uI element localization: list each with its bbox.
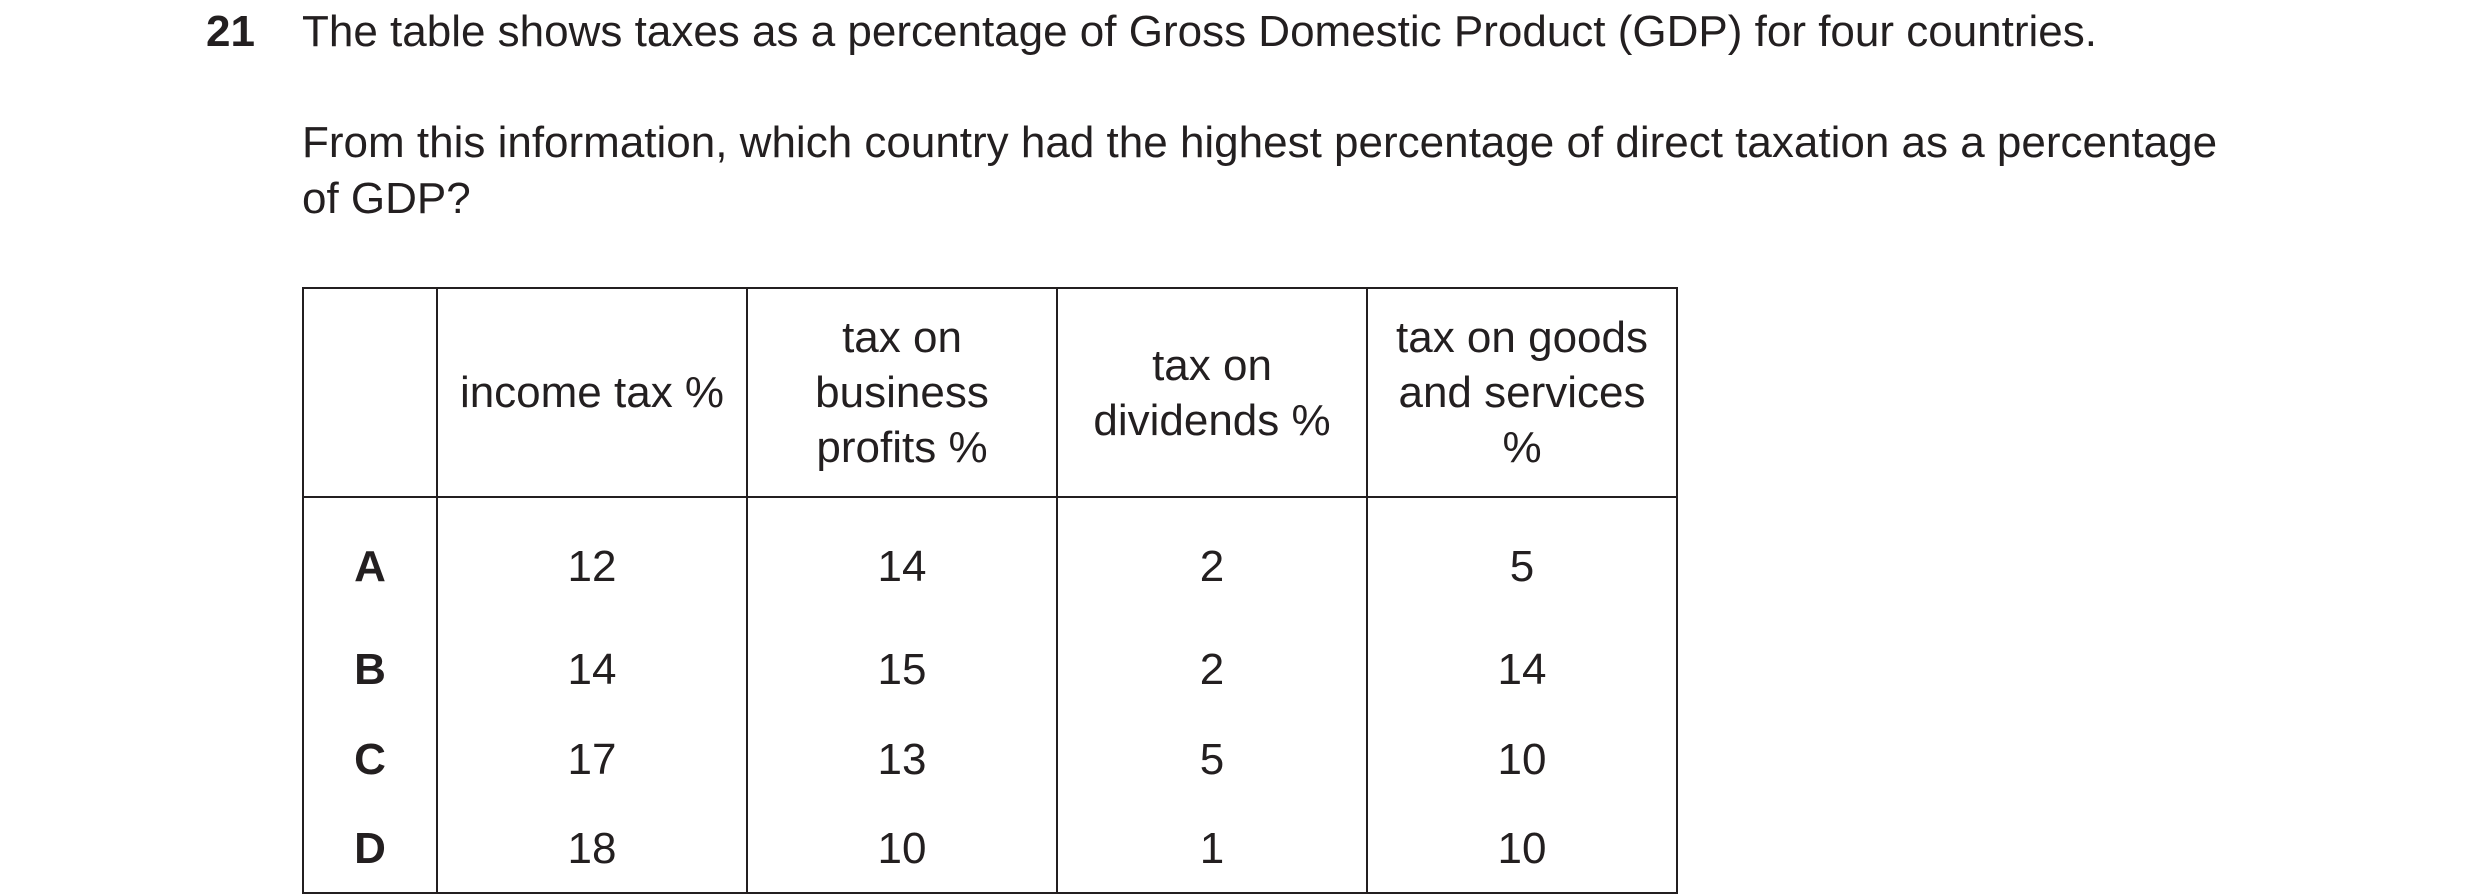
header-row: income tax % tax on business profits % t… bbox=[302, 287, 1678, 498]
income-tax-cell: 14 bbox=[436, 624, 748, 714]
header-dividends-line-1: tax on bbox=[1152, 340, 1272, 390]
header-goods-services-line-2: and services bbox=[1398, 368, 1646, 417]
question-text-line-2: of GDP? bbox=[302, 174, 471, 223]
row-label: C bbox=[302, 714, 438, 804]
header-business-profits-line-1: tax on bbox=[842, 313, 962, 362]
table-row: B 14 15 2 14 bbox=[302, 624, 1678, 714]
goods-services-cell: 14 bbox=[1366, 624, 1678, 714]
row-label: A bbox=[302, 497, 438, 624]
row-label: B bbox=[302, 624, 438, 714]
question-number: 21 bbox=[206, 7, 255, 56]
question-intro: The table shows taxes as a percentage of… bbox=[302, 7, 2097, 56]
dividends-cell: 2 bbox=[1056, 497, 1368, 624]
table-row: A 12 14 2 5 bbox=[302, 497, 1678, 624]
header-dividends-line-2: dividends % bbox=[1093, 395, 1331, 445]
income-tax-cell: 18 bbox=[436, 804, 748, 894]
business-profits-cell: 14 bbox=[746, 497, 1058, 624]
header-dividends: tax on dividends % bbox=[1056, 287, 1368, 498]
header-goods-services: tax on goods and services % bbox=[1366, 287, 1678, 498]
business-profits-cell: 13 bbox=[746, 714, 1058, 804]
dividends-cell: 2 bbox=[1056, 624, 1368, 714]
header-corner bbox=[302, 287, 438, 498]
tax-table: income tax % tax on business profits % t… bbox=[302, 287, 1678, 894]
header-business-profits-line-3: profits % bbox=[816, 423, 988, 472]
income-tax-cell: 12 bbox=[436, 497, 748, 624]
header-business-profits: tax on business profits % bbox=[746, 287, 1058, 498]
dividends-cell: 1 bbox=[1056, 804, 1368, 894]
table-row: D 18 10 1 10 bbox=[302, 804, 1678, 894]
header-goods-services-line-1: tax on goods bbox=[1396, 313, 1648, 362]
goods-services-cell: 5 bbox=[1366, 497, 1678, 624]
header-income-tax: income tax % bbox=[436, 287, 748, 498]
header-income-tax-label: income tax % bbox=[459, 368, 725, 417]
goods-services-cell: 10 bbox=[1366, 804, 1678, 894]
header-goods-services-line-3: % bbox=[1502, 423, 1542, 472]
business-profits-cell: 15 bbox=[746, 624, 1058, 714]
goods-services-cell: 10 bbox=[1366, 714, 1678, 804]
income-tax-cell: 17 bbox=[436, 714, 748, 804]
question-text-line-1: From this information, which country had… bbox=[302, 118, 2218, 167]
table-row: C 17 13 5 10 bbox=[302, 714, 1678, 804]
header-business-profits-line-2: business bbox=[815, 368, 989, 417]
row-label: D bbox=[302, 804, 438, 894]
dividends-cell: 5 bbox=[1056, 714, 1368, 804]
business-profits-cell: 10 bbox=[746, 804, 1058, 894]
